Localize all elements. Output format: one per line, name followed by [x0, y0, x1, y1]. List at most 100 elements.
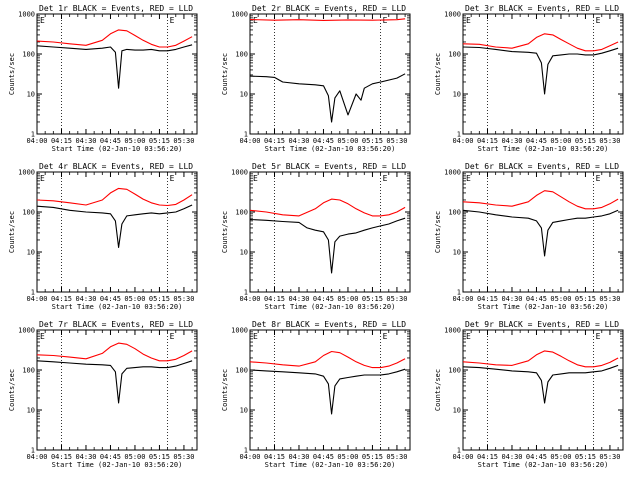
- x-tick-label: 04:45: [100, 137, 121, 145]
- x-tick-label: 04:45: [313, 295, 334, 303]
- y-tick-label: 1000: [231, 169, 248, 177]
- time-marker-label: E: [170, 16, 175, 25]
- series-line-events: [249, 73, 406, 123]
- x-tick-label: 04:15: [51, 453, 72, 461]
- plot-frame: [462, 329, 624, 451]
- corner-label: E: [466, 332, 471, 341]
- x-tick-label: 04:00: [26, 453, 47, 461]
- x-tick-label: 05:00: [337, 137, 358, 145]
- x-tick-label: 04:30: [75, 453, 96, 461]
- series-line-events: [462, 364, 619, 404]
- x-tick-label: 05:30: [599, 453, 620, 461]
- x-tick-label: 04:15: [51, 295, 72, 303]
- y-tick-label: 1: [457, 289, 461, 297]
- corner-label: E: [466, 174, 471, 183]
- x-tick-label: 05:00: [337, 295, 358, 303]
- series-line-events: [36, 204, 193, 248]
- chart-title: Det 9r BLACK = Events, RED = LLD: [465, 320, 619, 329]
- chart-panel-3: Det 3r BLACK = Events, RED = LLD 1 10 100 10…: [434, 4, 624, 153]
- y-tick-label: 1000: [231, 11, 248, 19]
- chart-panel-8: Det 8r BLACK = Events, RED = LLD 1 10 100 10…: [221, 320, 411, 469]
- y-tick-label: 1000: [18, 327, 35, 335]
- y-axis-label: Counts/sec: [8, 369, 16, 411]
- x-tick-label: 05:15: [575, 295, 596, 303]
- corner-label: E: [40, 16, 45, 25]
- series-line-lld: [36, 29, 193, 48]
- y-tick-label: 100: [22, 51, 35, 59]
- x-tick-label: 04:00: [26, 137, 47, 145]
- time-marker-label: E: [170, 332, 175, 341]
- y-tick-label: 1: [31, 131, 35, 139]
- chart-title: Det 2r BLACK = Events, RED = LLD: [252, 4, 406, 13]
- time-marker-label: E: [170, 174, 175, 183]
- x-tick-label: 05:15: [362, 295, 383, 303]
- y-tick-label: 10: [453, 407, 461, 415]
- corner-label: E: [253, 174, 258, 183]
- chart-panel-7: Det 7r BLACK = Events, RED = LLD 1 10 100 10…: [8, 320, 198, 469]
- chart-title: Det 4r BLACK = Events, RED = LLD: [39, 162, 193, 171]
- x-tick-label: 04:00: [239, 137, 260, 145]
- time-marker-label: E: [596, 16, 601, 25]
- plot-frame: [462, 13, 624, 135]
- x-tick-label: 04:00: [452, 137, 473, 145]
- x-tick-label: 05:30: [386, 295, 407, 303]
- series-line-events: [462, 209, 619, 257]
- series-line-events: [36, 44, 193, 89]
- x-tick-label: 04:15: [264, 453, 285, 461]
- chart-title: Det 3r BLACK = Events, RED = LLD: [465, 4, 619, 13]
- chart-title: Det 7r BLACK = Events, RED = LLD: [39, 320, 193, 329]
- x-axis-label: Start Time (02-Jan-10 03:56:20): [478, 145, 609, 153]
- y-tick-label: 100: [235, 209, 248, 217]
- time-marker-label: E: [383, 174, 388, 183]
- x-tick-label: 05:30: [173, 453, 194, 461]
- y-tick-label: 100: [448, 367, 461, 375]
- x-tick-label: 04:45: [313, 137, 334, 145]
- x-tick-label: 04:45: [526, 453, 547, 461]
- x-tick-label: 04:00: [26, 295, 47, 303]
- chart-panel-2: Det 2r BLACK = Events, RED = LLD 1 10 100 10…: [221, 4, 411, 153]
- x-tick-label: 04:30: [501, 137, 522, 145]
- x-tick-label: 05:15: [362, 453, 383, 461]
- x-tick-label: 05:30: [173, 137, 194, 145]
- y-tick-label: 1: [244, 447, 248, 455]
- x-tick-label: 04:15: [477, 453, 498, 461]
- x-axis-label: Start Time (02-Jan-10 03:56:20): [265, 461, 396, 469]
- y-axis-label: Counts/sec: [434, 53, 442, 95]
- y-tick-label: 100: [22, 209, 35, 217]
- series-line-lld: [462, 33, 619, 52]
- x-tick-label: 05:30: [599, 295, 620, 303]
- x-tick-label: 05:15: [362, 137, 383, 145]
- y-axis-label: Counts/sec: [221, 211, 229, 253]
- series-line-lld: [249, 18, 406, 21]
- chart-panel-1: Det 1r BLACK = Events, RED = LLD 1 10 100 10…: [8, 4, 198, 153]
- y-axis-label: Counts/sec: [8, 211, 16, 253]
- x-tick-label: 05:15: [575, 137, 596, 145]
- x-tick-label: 04:30: [288, 453, 309, 461]
- x-tick-label: 04:45: [526, 137, 547, 145]
- plot-frame: [462, 171, 624, 293]
- chart-panel-6: Det 6r BLACK = Events, RED = LLD 1 10 100 10…: [434, 162, 624, 311]
- y-tick-label: 10: [453, 249, 461, 257]
- chart-title: Det 6r BLACK = Events, RED = LLD: [465, 162, 619, 171]
- series-line-events: [462, 46, 619, 95]
- corner-label: E: [40, 332, 45, 341]
- y-tick-label: 100: [235, 51, 248, 59]
- time-marker-label: E: [596, 332, 601, 341]
- time-marker-label: E: [383, 332, 388, 341]
- y-tick-label: 100: [22, 367, 35, 375]
- y-tick-label: 10: [240, 407, 248, 415]
- series-line-events: [249, 368, 406, 415]
- x-tick-label: 05:15: [575, 453, 596, 461]
- y-tick-label: 1: [457, 447, 461, 455]
- x-axis-label: Start Time (02-Jan-10 03:56:20): [52, 145, 183, 153]
- y-tick-label: 1: [244, 131, 248, 139]
- y-tick-label: 10: [240, 249, 248, 257]
- x-tick-label: 04:15: [477, 295, 498, 303]
- y-tick-label: 100: [448, 51, 461, 59]
- y-tick-label: 1: [31, 447, 35, 455]
- x-tick-label: 05:00: [550, 137, 571, 145]
- x-axis-label: Start Time (02-Jan-10 03:56:20): [478, 303, 609, 311]
- y-tick-label: 1000: [231, 327, 248, 335]
- y-axis-label: Counts/sec: [221, 53, 229, 95]
- x-tick-label: 05:30: [173, 295, 194, 303]
